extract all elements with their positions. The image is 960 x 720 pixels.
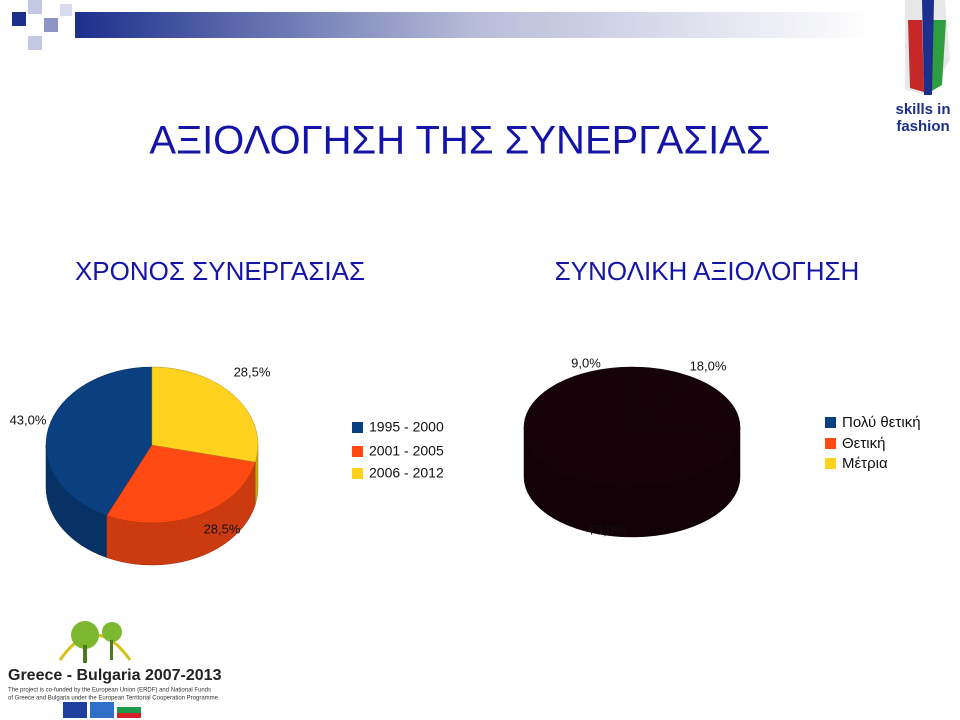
legend-label: Πολύ θετική [842, 414, 921, 431]
legend-label: 2006 - 2012 [369, 465, 444, 481]
legend-swatch [825, 458, 836, 469]
header-decoration [12, 0, 875, 50]
pie [523, 366, 741, 538]
legend-swatch [825, 417, 836, 428]
data-label: 73,0% [589, 522, 626, 537]
data-label: 18,0% [690, 358, 727, 373]
logo: skills in fashion [895, 0, 951, 135]
legend-swatch [352, 446, 363, 457]
footer-logo [58, 621, 132, 663]
data-label: 9,0% [571, 355, 601, 370]
slice [523, 366, 740, 488]
slice-side [738, 426, 741, 485]
legend-label: Θετική [842, 435, 885, 452]
flag-bg [117, 702, 141, 707]
flag-eu [63, 702, 87, 718]
legend-swatch [352, 468, 363, 479]
legend-swatch [825, 438, 836, 449]
legend-label: Μέτρια [842, 455, 888, 472]
slice [631, 366, 691, 428]
data-label: 28,5% [234, 364, 271, 379]
slice [631, 376, 741, 435]
slide-title: ΑΞΙΟΛΟΓΗΣΗ ΤΗΣ ΣΥΝΕΡΓΑΣΙΑΣ [149, 119, 770, 163]
legend-swatch [352, 422, 363, 433]
data-label: 28,5% [204, 521, 241, 536]
slice [45, 366, 153, 516]
legend-label: 2001 - 2005 [369, 443, 444, 459]
pie [45, 366, 259, 566]
slice [151, 366, 259, 463]
logo-text: skills in [895, 101, 950, 118]
chart-title: ΧΡΟΝΟΣ ΣΥΝΕΡΓΑΣΙΑΣ [75, 256, 365, 286]
footer-note: of Greece and Bulgaria under the Europea… [8, 696, 219, 702]
slice [106, 444, 256, 524]
footer-note: The project is co-funded by the European… [8, 688, 211, 694]
footer-title: Greece - Bulgaria 2007-2013 [8, 667, 222, 684]
data-label: 43,0% [10, 412, 47, 427]
logo-text: fashion [896, 118, 949, 135]
footer: Greece - Bulgaria 2007-2013 The project … [8, 621, 222, 718]
legend-label: 1995 - 2000 [369, 419, 444, 435]
flag-gr [90, 702, 114, 718]
chart-title: ΣΥΝΟΛΙΚΗ ΑΞΙΟΛΟΓΗΣΗ [555, 256, 860, 286]
